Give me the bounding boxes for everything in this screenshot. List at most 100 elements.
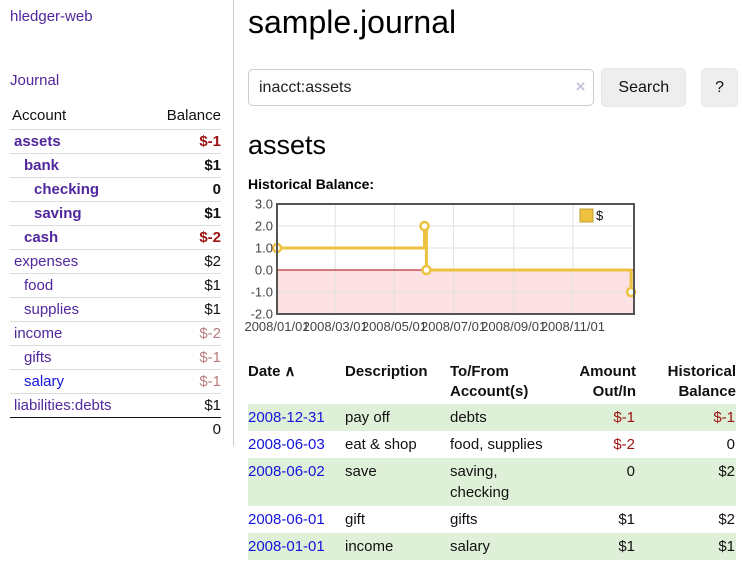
nav-journal-link[interactable]: Journal [10,72,60,89]
txn-amount: $-1 [550,404,636,431]
txn-date-link[interactable]: 2008-01-01 [248,538,325,555]
txn-description: save [345,458,450,506]
accounts-total-row: 0 [10,417,221,441]
account-row: supplies $1 [10,297,221,322]
account-link[interactable]: expenses [14,253,79,270]
account-balance: $2 [147,249,221,274]
txn-description: gift [345,511,366,528]
txn-row: 2008-06-01 gift gifts $1 $2 [248,506,736,533]
transactions-header-row: Date ∧ Description To/From Account(s) Amo… [248,360,736,404]
account-balance: $1 [147,393,221,418]
header-amount[interactable]: Amount Out/In [579,363,636,400]
sidebar: hledger-web Journal Account Balance asse… [0,0,234,446]
svg-text:2008/05/01: 2008/05/01 [362,319,427,334]
txn-accounts: debts [450,404,550,431]
svg-text:2008/09/01: 2008/09/01 [481,319,546,334]
help-button[interactable]: ? [701,68,738,107]
txn-description: income [345,533,450,560]
account-link[interactable]: food [24,277,54,294]
account-balance: $1 [147,297,221,322]
txn-date-link[interactable]: 2008-06-03 [248,436,325,453]
txn-amount: $1 [618,511,635,528]
txn-accounts: saving, checking [450,458,550,506]
account-row: salary $-1 [10,369,221,394]
txn-date-link[interactable]: 2008-06-01 [248,511,325,528]
account-row: cash $-2 [10,225,221,250]
txn-description: pay off [345,404,450,431]
search-form: × Search ? [248,68,738,107]
svg-text:2.0: 2.0 [255,219,273,234]
search-input[interactable] [248,69,595,106]
txn-balance: 0 [726,436,735,453]
account-balance: $-2 [147,321,221,346]
txn-amount: 0 [550,458,636,506]
transactions-body: 2008-12-31 pay off debts $-1 $-1 2008-06-03 ea… [248,404,736,560]
account-heading: assets [248,130,327,160]
accounts-body: assets $-1 bank $1 checking 0 saving $1 cash $-2 e… [10,129,221,418]
balance-chart-svg: $3.0 2.0 1.0 0.0 -1.0 -2.02008/01/012008/03/0… [244,197,637,334]
account-row: income $-2 [10,321,221,346]
txn-balance: $2 [718,511,735,528]
svg-text:-2.0: -2.0 [251,307,273,322]
txn-date-link[interactable]: 2008-06-02 [248,463,325,480]
svg-text:2008/07/01: 2008/07/01 [421,319,486,334]
svg-text:$: $ [596,208,604,223]
account-link[interactable]: gifts [24,349,52,366]
svg-text:0.0: 0.0 [255,263,273,278]
search-button[interactable]: Search [601,68,687,107]
account-balance: $-2 [147,225,221,250]
txn-balance: $2 [636,458,736,506]
account-link[interactable]: saving [34,205,82,222]
account-balance: $1 [147,153,221,178]
header-description[interactable]: Description [345,363,428,380]
accounts-total-balance: 0 [147,417,221,441]
account-link[interactable]: supplies [24,301,80,318]
account-row: expenses $2 [10,249,221,274]
account-link[interactable]: income [14,325,63,342]
transactions-table: Date ∧ Description To/From Account(s) Amo… [248,360,736,560]
txn-row: 2008-06-02 save saving, checking 0 $2 [248,458,736,506]
txn-row: 2008-06-03 eat & shop food, supplies $-2 0 [248,431,736,458]
accounts-header-account: Account [12,107,67,124]
account-link[interactable]: cash [24,229,59,246]
accounts-table: Account Balance assets $-1 bank $1 checking 0… [10,104,221,441]
txn-balance: $1 [636,533,736,560]
txn-amount: $1 [550,533,636,560]
svg-text:3.0: 3.0 [255,197,273,212]
account-row: food $1 [10,273,221,298]
account-row: assets $-1 [10,129,221,154]
account-link[interactable]: checking [34,181,100,198]
txn-accounts: gifts [450,511,478,528]
account-link[interactable]: liabilities:debts [14,397,112,414]
header-date[interactable]: Date ∧ [248,363,296,380]
account-balance: $-1 [147,345,221,370]
header-balance[interactable]: Historical Balance [667,363,736,400]
txn-accounts: salary [450,533,550,560]
search-input-wrap: × [248,69,595,106]
account-row: liabilities:debts $1 [10,393,221,418]
balance-chart: $3.0 2.0 1.0 0.0 -1.0 -2.0 2008/01/01 2008/03/0… [244,197,738,339]
main-content: sample.journal × Search ? assets Histori… [244,0,738,560]
account-row: bank $1 [10,153,221,178]
txn-accounts: food, supplies [450,436,543,453]
account-link[interactable]: assets [14,133,61,150]
header-tofrom[interactable]: To/From Account(s) [450,363,529,400]
account-balance: $-1 [147,129,221,154]
txn-date-link[interactable]: 2008-12-31 [248,409,325,426]
clear-search-icon[interactable]: × [575,77,586,96]
account-balance: 0 [147,177,221,202]
app-title-link[interactable]: hledger-web [10,8,93,25]
txn-row: 2008-01-01 income salary $1 $1 [248,533,736,560]
account-row: saving $1 [10,201,221,226]
account-row: checking 0 [10,177,221,202]
svg-text:2008/03/01: 2008/03/01 [303,319,368,334]
historical-balance-label: Historical Balance: [248,176,375,192]
account-link[interactable]: bank [24,157,60,174]
svg-text:1.0: 1.0 [255,241,273,256]
txn-row: 2008-12-31 pay off debts $-1 $-1 [248,404,736,431]
svg-text:2008/11/01: 2008/11/01 [541,319,605,334]
accounts-header-balance: Balance [166,107,221,124]
account-balance: $1 [147,201,221,226]
account-balance: $1 [147,273,221,298]
account-link[interactable]: salary [24,373,65,390]
